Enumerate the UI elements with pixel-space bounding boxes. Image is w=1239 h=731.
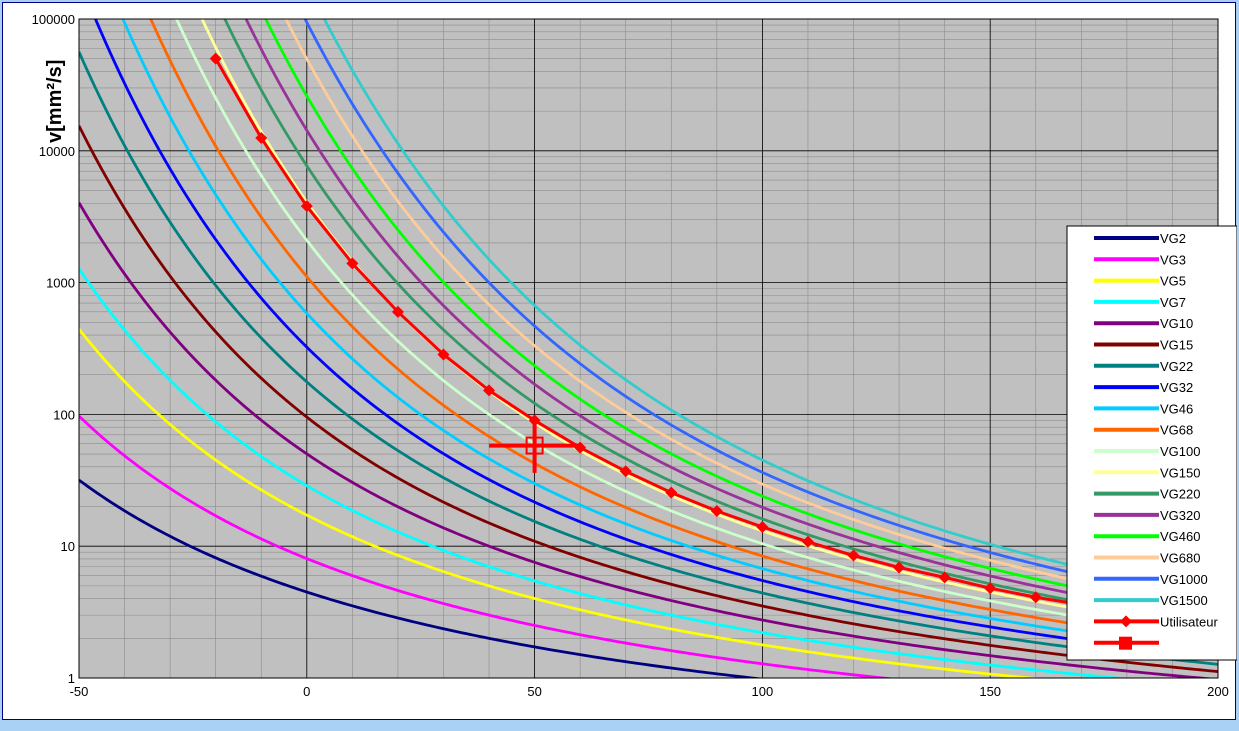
series-line-vg1500 (322, 19, 1218, 598)
x-tick-label: -50 (70, 684, 89, 699)
x-tick-label: 0 (303, 684, 310, 699)
user-point-marker (893, 561, 906, 574)
legend-label: VG15 (1160, 338, 1193, 353)
series-line-vg320 (244, 19, 1218, 621)
legend-entry: VG3 (1094, 252, 1186, 267)
user-point-marker (1029, 591, 1042, 604)
legend-label: VG7 (1160, 295, 1186, 310)
legend-marker (1119, 636, 1132, 650)
series-line-vg22 (79, 51, 1218, 666)
user-point-marker (984, 582, 997, 595)
user-point-marker (665, 486, 678, 499)
user-point-marker (346, 257, 359, 270)
legend-marker (1120, 615, 1132, 628)
legend-label: VG460 (1160, 529, 1200, 544)
legend-label: VG150 (1160, 465, 1200, 480)
series-line-vg220 (223, 19, 1218, 627)
x-tick-label: 200 (1207, 684, 1229, 699)
legend-label: VG2 (1160, 231, 1186, 246)
series-line-vg46 (121, 19, 1218, 653)
legend-entry: Utilisateur (1094, 614, 1218, 629)
series-line-vg68 (149, 19, 1218, 646)
user-point-marker (938, 571, 951, 584)
x-tick-label: 100 (752, 684, 774, 699)
user-point-marker (391, 305, 404, 318)
y-tick-label: 1 (68, 671, 75, 686)
y-axis-label: v[mm²/s] (44, 60, 66, 143)
series-line-vg15 (79, 125, 1218, 673)
series-line-vg150 (200, 19, 1218, 633)
series-lines (79, 19, 1218, 678)
legend-entry: VG68 (1094, 423, 1193, 438)
legend-entry: VG150 (1094, 465, 1200, 480)
legend: VG2 VG3 VG5 VG7 VG10 VG15 VG22 VG32 VG46 VG68 VG10… (1066, 225, 1237, 661)
legend-entry: VG1500 (1094, 593, 1208, 608)
series-line-vg460 (264, 19, 1218, 615)
viscosity-chart: -50 0 50 100 150 200 1 10 100 1000 10000 100000 v[… (32, 12, 1237, 699)
legend-label: VG46 (1160, 401, 1193, 416)
user-point-marker (801, 535, 814, 548)
chart-frame: -50 0 50 100 150 200 1 10 100 1000 10000 100000 v[… (2, 2, 1237, 720)
legend-label: VG320 (1160, 508, 1200, 523)
series-line-vg10 (79, 202, 1217, 678)
y-tick-label: 10000 (39, 144, 75, 159)
legend-label: VG32 (1160, 380, 1193, 395)
legend-entry: VG10 (1094, 316, 1193, 331)
legend-entry: VG22 (1094, 359, 1193, 374)
series-line-vg2 (79, 478, 766, 678)
legend-label: VG5 (1160, 274, 1186, 289)
legend-entry: VG5 (1094, 274, 1186, 289)
legend-entry: VG15 (1094, 338, 1193, 353)
user-point-marker (437, 348, 450, 361)
operating-point (489, 420, 581, 473)
series-line-vg680 (284, 19, 1218, 609)
legend-label: VG10 (1160, 316, 1193, 331)
y-tick-label: 100000 (32, 12, 75, 27)
legend-label: VG1000 (1160, 572, 1208, 587)
legend-label: VG1500 (1160, 593, 1208, 608)
series-line-vg100 (175, 19, 1218, 640)
y-tick-labels: 1 10 100 1000 10000 100000 (32, 12, 75, 686)
legend-label: VG680 (1160, 551, 1200, 566)
x-tick-labels: -50 0 50 100 150 200 (70, 684, 1229, 699)
series-line-vg3 (79, 415, 897, 678)
plot-area (79, 19, 1218, 678)
legend-entry: VG680 (1094, 551, 1200, 566)
legend-entry: VG100 (1094, 444, 1200, 459)
legend-entry: VG1000 (1094, 572, 1208, 587)
legend-label: VG3 (1160, 252, 1186, 267)
legend-entry: VG46 (1094, 401, 1193, 416)
legend-label: VG220 (1160, 487, 1200, 502)
legend-label: VG22 (1160, 359, 1193, 374)
legend-entry: VG32 (1094, 380, 1193, 395)
user-point-marker (756, 520, 769, 533)
y-tick-label: 1000 (46, 276, 75, 291)
legend-entry (1094, 636, 1159, 650)
series-line-vg1000 (303, 19, 1218, 604)
y-tick-label: 10 (61, 539, 75, 554)
legend-label: VG68 (1160, 423, 1193, 438)
user-point-marker (209, 52, 222, 65)
x-tick-label: 50 (527, 684, 541, 699)
legend-entry: VG220 (1094, 487, 1200, 502)
legend-entry: VG460 (1094, 529, 1200, 544)
series-line-vg7 (79, 267, 1132, 678)
user-point-marker (847, 549, 860, 562)
legend-label: Utilisateur (1160, 614, 1218, 629)
user-point-marker (483, 384, 496, 397)
series-line-vg32 (93, 19, 1218, 659)
user-point-marker (710, 504, 723, 517)
y-tick-label: 100 (53, 407, 75, 422)
user-point-marker (619, 465, 632, 478)
legend-entry: VG2 (1094, 231, 1186, 246)
op-marker (525, 436, 544, 455)
legend-box (1066, 225, 1237, 661)
user-point-marker (300, 200, 313, 213)
x-tick-label: 150 (979, 684, 1001, 699)
legend-label: VG100 (1160, 444, 1200, 459)
legend-entry: VG320 (1094, 508, 1200, 523)
legend-entry: VG7 (1094, 295, 1186, 310)
